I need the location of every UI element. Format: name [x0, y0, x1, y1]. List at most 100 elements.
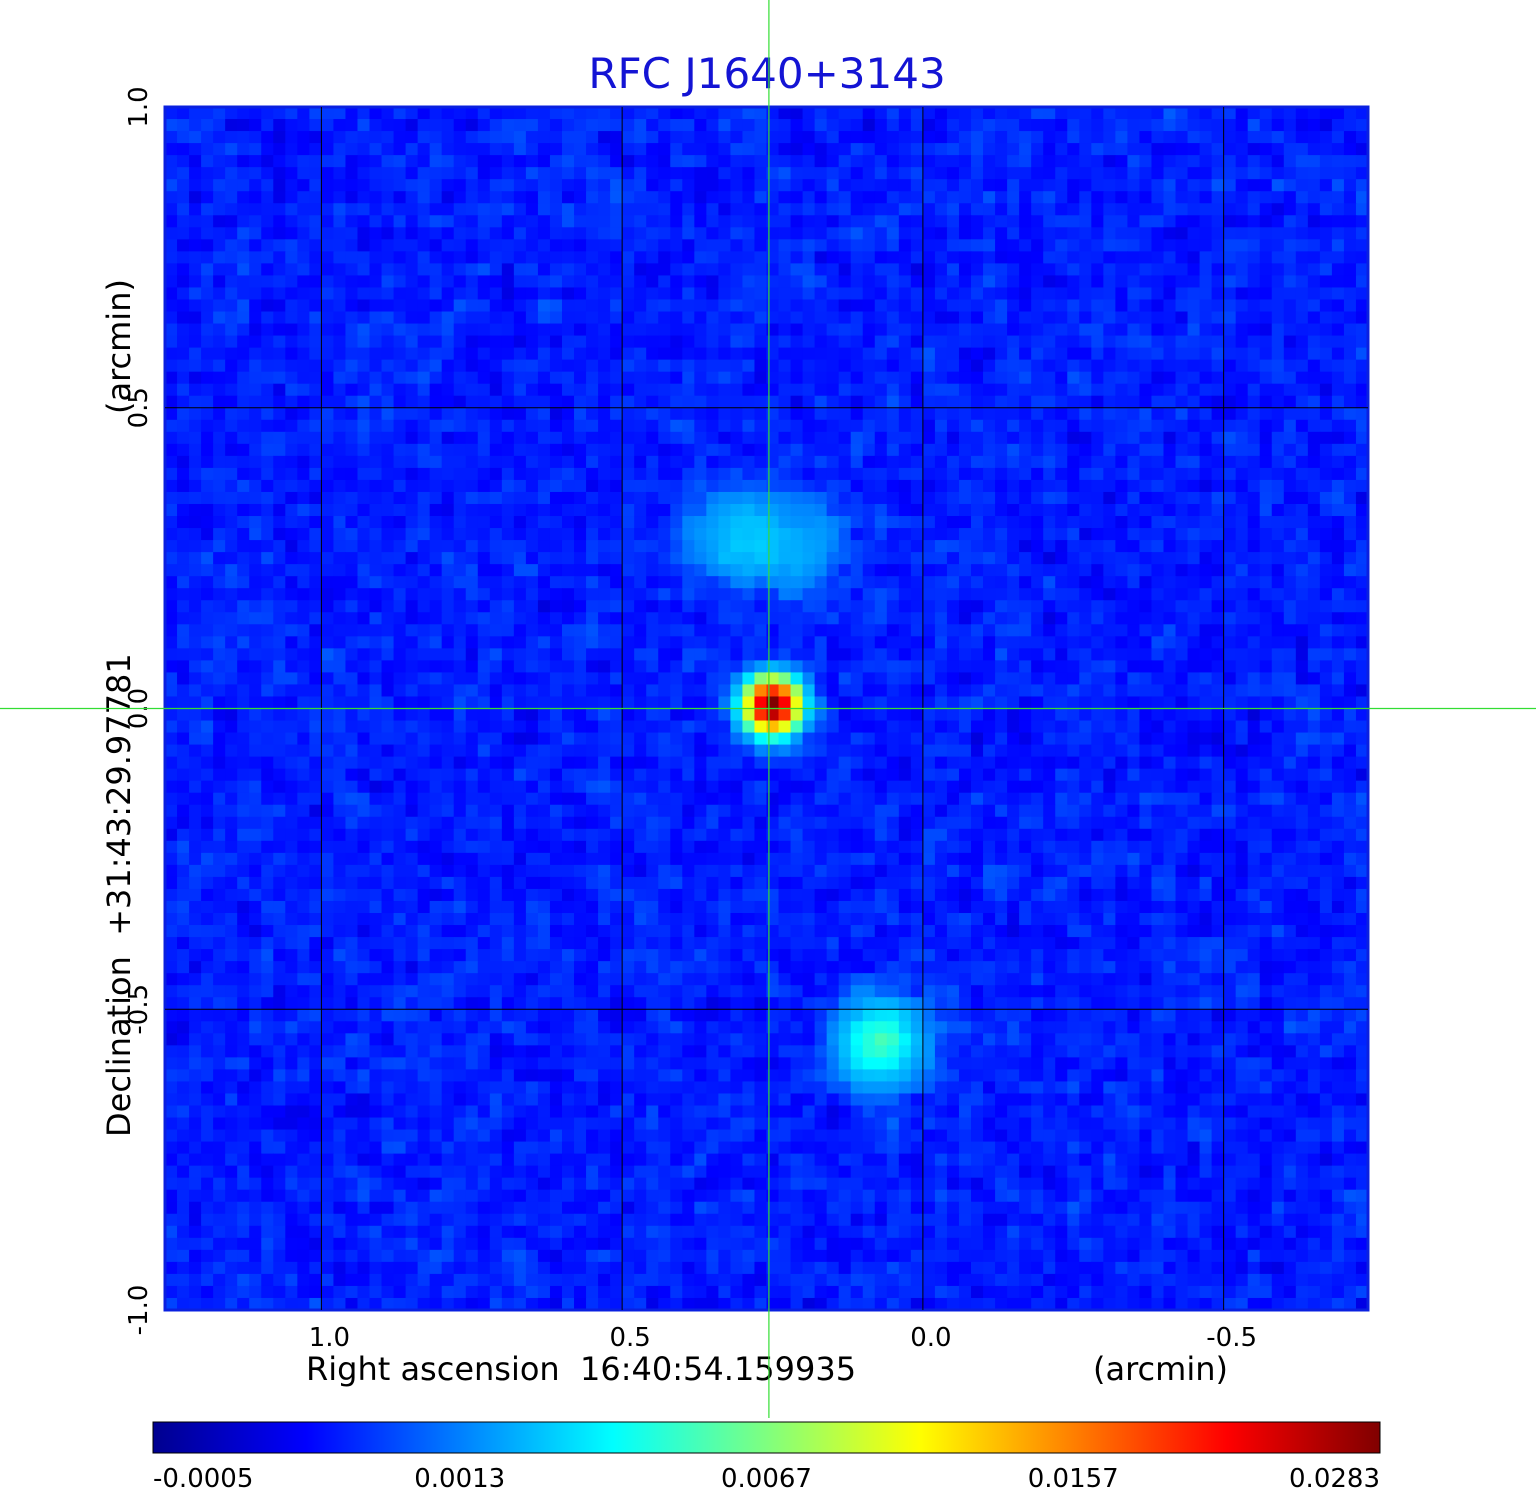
map-pixel	[946, 287, 960, 301]
map-pixel	[826, 287, 840, 301]
map-pixel	[862, 491, 876, 505]
map-pixel	[646, 407, 659, 421]
map-pixel	[1187, 227, 1201, 240]
map-pixel	[995, 143, 1008, 156]
map-pixel	[225, 552, 238, 565]
map-pixel	[1355, 540, 1369, 553]
map-pixel	[826, 419, 840, 433]
map-pixel	[826, 443, 840, 457]
map-pixel	[574, 431, 587, 445]
map-pixel	[1259, 624, 1273, 637]
map-pixel	[261, 600, 274, 613]
map-pixel	[1247, 215, 1261, 228]
map-pixel	[1151, 155, 1165, 168]
map-pixel	[1127, 203, 1141, 216]
map-pixel	[165, 215, 178, 228]
map-pixel	[826, 479, 840, 493]
map-pixel	[1211, 407, 1225, 421]
map-pixel	[622, 612, 635, 625]
map-pixel	[862, 455, 876, 469]
map-pixel	[1151, 203, 1165, 216]
map-pixel	[1307, 407, 1321, 421]
map-pixel	[1055, 552, 1068, 565]
map-pixel	[1019, 155, 1032, 168]
map-pixel	[309, 479, 322, 493]
map-pixel	[381, 443, 395, 457]
map-pixel	[1127, 419, 1141, 433]
map-pixel	[1355, 311, 1369, 325]
map-pixel	[1199, 407, 1213, 421]
map-pixel	[441, 564, 455, 577]
map-pixel	[658, 516, 671, 529]
map-pixel	[983, 443, 996, 457]
map-pixel	[622, 143, 635, 156]
map-pixel	[622, 395, 635, 409]
map-pixel	[189, 383, 202, 397]
map-pixel	[453, 443, 467, 457]
map-pixel	[814, 143, 828, 156]
map-pixel	[658, 359, 671, 373]
map-pixel	[513, 179, 527, 192]
map-pixel	[165, 227, 178, 240]
map-pixel	[958, 395, 972, 409]
map-pixel	[778, 455, 792, 469]
map-pixel	[525, 167, 539, 180]
map-pixel	[874, 275, 888, 289]
map-pixel	[598, 227, 611, 240]
map-pixel	[838, 455, 852, 469]
map-pixel	[369, 528, 383, 541]
map-pixel	[983, 516, 996, 529]
map-pixel	[357, 419, 371, 433]
map-pixel	[1031, 443, 1044, 457]
map-pixel	[489, 636, 503, 649]
map-pixel	[1295, 287, 1309, 301]
map-pixel	[1115, 383, 1128, 397]
map-pixel	[453, 167, 467, 180]
map-pixel	[513, 311, 527, 325]
map-pixel	[1067, 215, 1080, 228]
map-pixel	[369, 612, 383, 625]
map-pixel	[1211, 383, 1225, 397]
map-pixel	[670, 323, 683, 337]
map-pixel	[622, 251, 635, 264]
map-pixel	[814, 359, 828, 373]
map-pixel	[995, 684, 1008, 698]
map-pixel	[393, 383, 407, 397]
map-pixel	[1355, 143, 1369, 156]
map-pixel	[670, 600, 683, 613]
map-pixel	[1043, 612, 1056, 625]
map-pixel	[694, 516, 707, 529]
map-pixel	[1055, 203, 1068, 216]
map-pixel	[958, 479, 972, 493]
map-pixel	[1271, 395, 1285, 409]
map-pixel	[237, 672, 250, 686]
map-pixel	[730, 251, 744, 264]
map-pixel	[850, 660, 864, 674]
map-pixel	[910, 564, 924, 577]
map-pixel	[922, 648, 936, 661]
map-pixel	[549, 528, 563, 541]
map-pixel	[297, 203, 310, 216]
map-pixel	[465, 612, 479, 625]
map-pixel	[886, 576, 900, 589]
map-pixel	[934, 636, 948, 649]
map-pixel	[1271, 528, 1285, 541]
map-pixel	[586, 203, 599, 216]
map-pixel	[1355, 119, 1369, 132]
map-pixel	[201, 564, 214, 577]
map-pixel	[465, 491, 479, 505]
map-pixel	[971, 155, 984, 168]
map-pixel	[417, 263, 431, 277]
map-pixel	[537, 648, 551, 661]
map-pixel	[1019, 648, 1032, 661]
map-pixel	[658, 491, 671, 505]
map-pixel	[995, 323, 1008, 337]
map-pixel	[1103, 516, 1116, 529]
map-pixel	[201, 540, 214, 553]
map-pixel	[1079, 443, 1092, 457]
map-pixel	[1271, 503, 1285, 517]
map-pixel	[574, 179, 587, 192]
map-pixel	[537, 131, 551, 144]
map-pixel	[1127, 407, 1141, 421]
map-pixel	[465, 516, 479, 529]
